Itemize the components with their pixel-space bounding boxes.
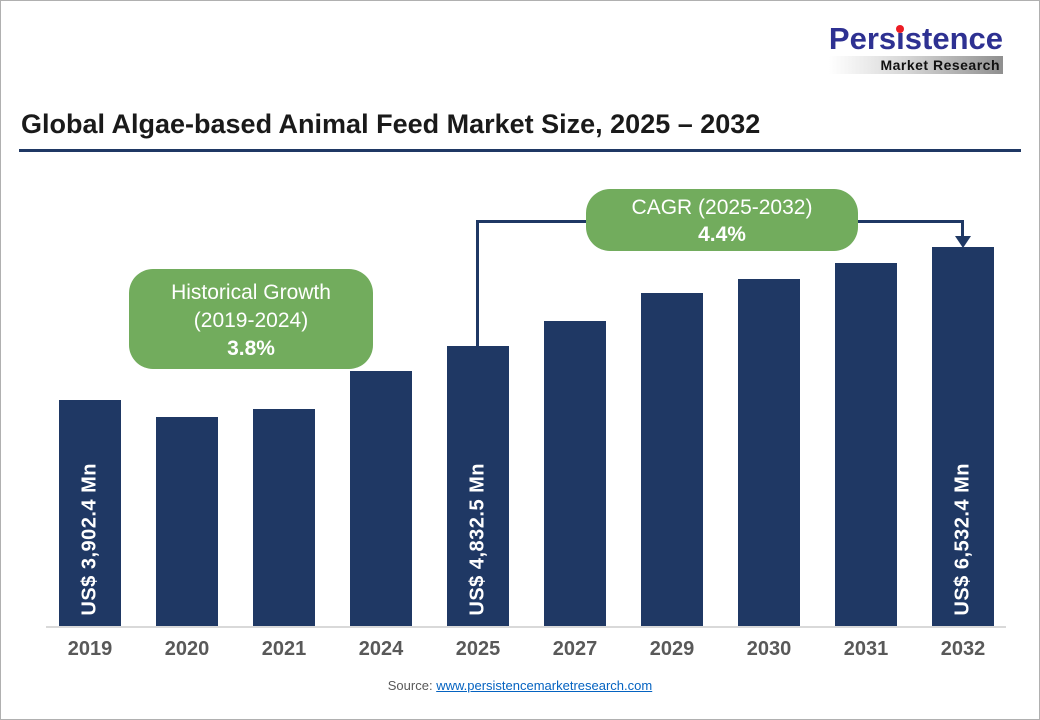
bar-2019: US$ 3,902.4 Mn — [59, 400, 121, 626]
cagr-connector-right-horizontal — [858, 220, 964, 223]
bar-2020 — [156, 417, 218, 626]
logo-subtitle: Market Research — [828, 56, 1003, 74]
cagr-callout-line1: CAGR (2025-2032) — [631, 196, 813, 219]
bar-2030 — [738, 279, 800, 626]
source-prefix: Source: — [387, 678, 437, 693]
bar-value-label-2025: US$ 4,832.5 Mn — [466, 463, 489, 616]
historical-growth-callout: Historical Growth (2019-2024) 3.8% — [129, 269, 373, 369]
x-tick-2029: 2029 — [649, 638, 695, 660]
cagr-callout: CAGR (2025-2032) 4.4% — [586, 189, 858, 251]
x-tick-2019: 2019 — [67, 638, 113, 660]
x-tick-2025: 2025 — [455, 638, 501, 660]
bar-2021 — [253, 409, 315, 626]
bar-2031 — [835, 263, 897, 626]
bar-2024 — [350, 371, 412, 626]
x-tick-2027: 2027 — [552, 638, 598, 660]
logo-wordmark: Persistence — [829, 23, 1003, 55]
x-tick-2020: 2020 — [164, 638, 210, 660]
x-tick-2032: 2032 — [940, 638, 986, 660]
historical-callout-line1: Historical Growth — [171, 281, 331, 304]
historical-callout-line2: (2019-2024) — [193, 309, 309, 332]
title-underline — [19, 149, 1021, 152]
x-axis-line — [46, 626, 1006, 628]
page-title: Global Algae-based Animal Feed Market Si… — [21, 109, 761, 139]
bar-2027 — [544, 321, 606, 626]
bar-value-label-2032: US$ 6,532.4 Mn — [951, 463, 974, 616]
cagr-rate: 4.4% — [698, 223, 746, 246]
bar-2025: US$ 4,832.5 Mn — [447, 346, 509, 626]
bar-2029 — [641, 293, 703, 626]
cagr-connector-left-horizontal — [476, 220, 586, 223]
cagr-connector-right-vertical — [961, 220, 964, 237]
arrow-down-icon — [955, 236, 971, 248]
brand-logo: Persistence Market Research — [828, 23, 1003, 74]
logo-text-pre: Pers — [828, 21, 897, 56]
x-tick-2031: 2031 — [843, 638, 889, 660]
logo-text-post: stence — [904, 21, 1003, 56]
bar-value-label-2019: US$ 3,902.4 Mn — [78, 463, 101, 616]
x-tick-2021: 2021 — [261, 638, 307, 660]
x-tick-2030: 2030 — [746, 638, 792, 660]
cagr-connector-left-vertical — [476, 220, 479, 346]
source-link[interactable]: www.persistencemarketresearch.com — [436, 678, 653, 693]
logo-red-dot-i: i — [896, 21, 905, 56]
source-line: Source: www.persistencemarketresearch.co… — [1, 678, 1039, 693]
plot-area: US$ 3,902.4 Mn 2019 2020 2021 2024 US$ 4,832.… — [46, 226, 1006, 660]
bar-2032: US$ 6,532.4 Mn — [932, 247, 994, 626]
historical-growth-rate: 3.8% — [227, 337, 275, 360]
x-tick-2024: 2024 — [358, 638, 404, 660]
